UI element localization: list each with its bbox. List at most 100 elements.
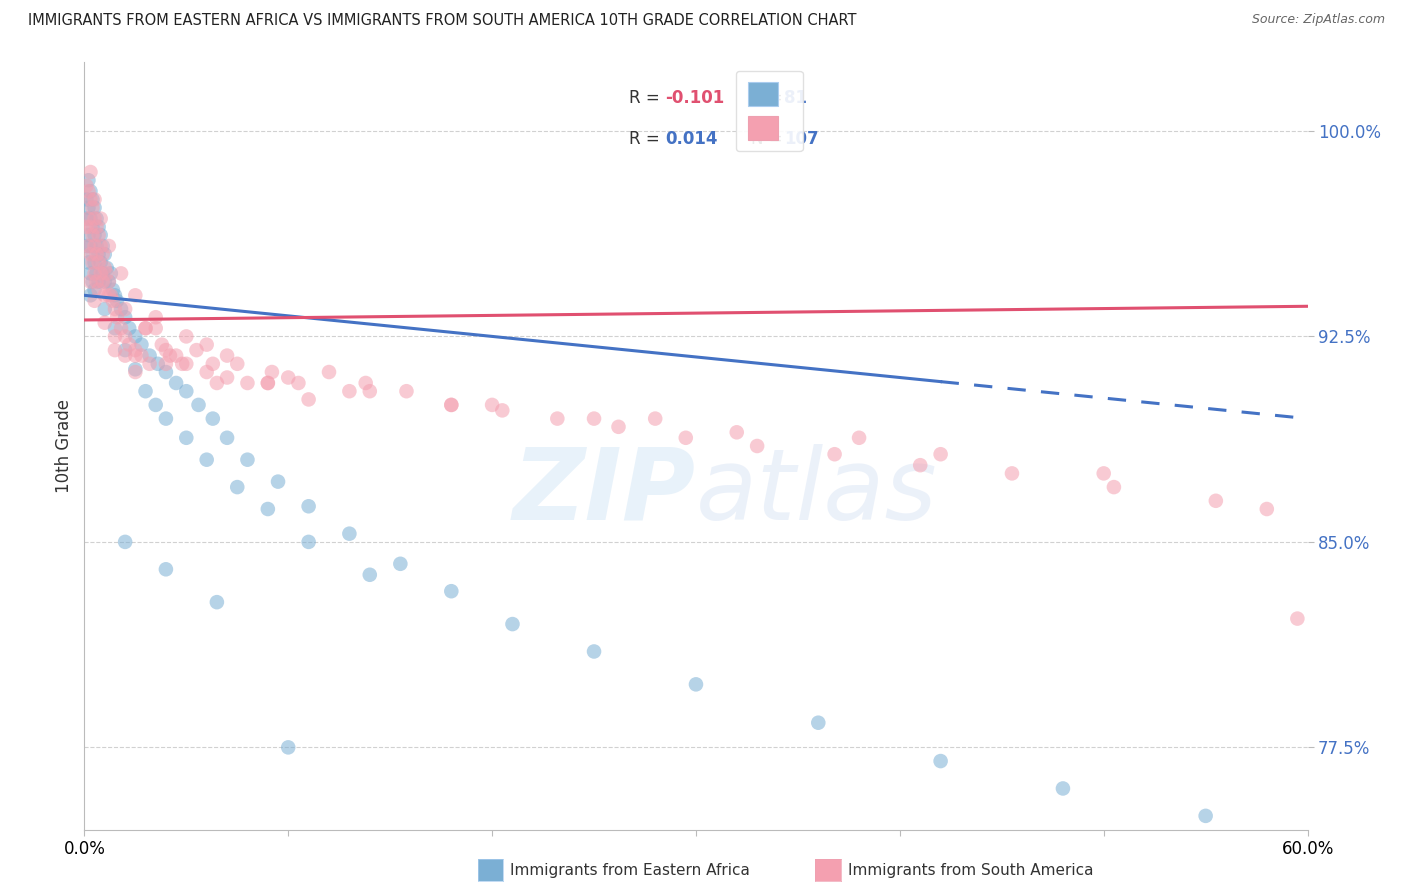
Point [91,247,114,261]
Point [83,193,105,207]
Point [150,337,173,351]
Point [155,365,177,379]
Point [174,384,197,399]
Point [110,321,132,335]
Point [86,211,108,226]
Point [93,301,115,316]
Text: 0.014: 0.014 [665,130,718,148]
Point [725,425,748,440]
Text: Source: ZipAtlas.com: Source: ZipAtlas.com [1251,13,1385,27]
Point [260,365,283,379]
Point [77,227,100,242]
Point [97,288,120,302]
Point [79,219,101,234]
Point [110,301,132,316]
Point [87,283,110,297]
Point [90,255,112,269]
Point [138,349,160,363]
Point [395,384,418,399]
Point [93,260,115,275]
Point [354,376,377,390]
Point [83,201,105,215]
Point [77,211,100,226]
Point [824,447,846,461]
Point [583,411,606,425]
Point [79,275,101,289]
Point [195,337,218,351]
Point [86,266,108,280]
Point [186,343,208,357]
Point [359,384,381,399]
Point [105,293,128,308]
Point [135,321,157,335]
Point [174,431,197,445]
Point [675,431,697,445]
Point [93,288,115,302]
Point [104,301,127,316]
Point [82,227,104,242]
Point [145,321,167,335]
Point [101,293,124,308]
Point [910,458,932,472]
Point [359,567,381,582]
Point [93,247,115,261]
Point [146,357,169,371]
Point [79,247,101,261]
Point [91,275,114,289]
Y-axis label: 10th Grade: 10th Grade [55,399,73,493]
Point [100,266,122,280]
Point [1256,502,1278,516]
Point [138,357,160,371]
Point [75,239,97,253]
Point [101,283,124,297]
Point [277,370,299,384]
Point [114,329,136,343]
Point [86,247,108,261]
Point [87,255,110,269]
Point [97,239,120,253]
Point [114,534,136,549]
Point [929,754,952,768]
Point [86,275,108,289]
Point [481,398,503,412]
Point [79,184,101,198]
Point [124,343,146,357]
Point [83,239,105,253]
Point [201,411,224,425]
Point [83,211,105,226]
Point [82,275,104,289]
Point [77,201,100,215]
Point [124,288,146,302]
Point [195,365,218,379]
Point [79,239,101,253]
Point [114,349,136,363]
Point [83,255,105,269]
Point [226,357,249,371]
Point [87,219,110,234]
Text: Immigrants from South America: Immigrants from South America [848,863,1094,878]
Point [86,239,108,253]
Point [104,329,127,343]
Point [187,398,209,412]
Point [339,526,361,541]
Point [848,431,870,445]
Point [257,502,280,516]
Point [97,275,120,289]
Point [502,617,524,632]
Point [82,193,104,207]
Point [205,376,228,390]
Point [77,173,100,187]
Point [82,201,104,215]
Point [96,266,118,280]
Point [91,266,114,280]
Point [226,480,249,494]
Point [287,376,309,390]
Point [318,365,340,379]
Point [83,283,105,297]
Point [90,227,112,242]
Point [93,316,115,330]
Text: ZIP: ZIP [513,443,696,541]
Text: Immigrants from Eastern Africa: Immigrants from Eastern Africa [510,863,751,878]
Point [277,740,299,755]
Text: 81: 81 [785,89,807,107]
